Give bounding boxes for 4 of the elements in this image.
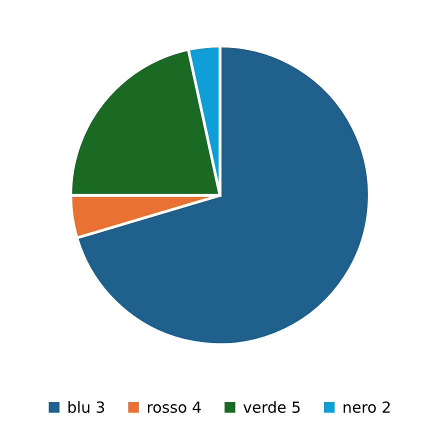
legend-label: nero 2 <box>344 401 390 413</box>
legend-label: verde 5 <box>243 401 300 413</box>
legend-label: rosso 4 <box>148 402 201 413</box>
legend-label: blu 3 <box>68 401 104 413</box>
